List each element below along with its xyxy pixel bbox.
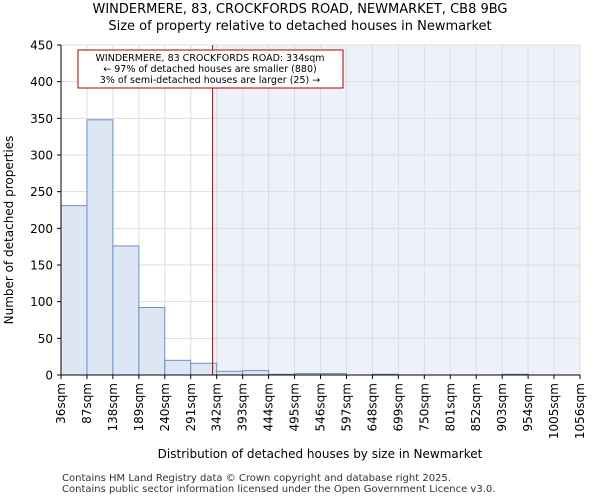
footer-line-1: Contains HM Land Registry data © Crown c… xyxy=(62,473,451,484)
x-ticks: 36sqm 87sqm 138sqm 189sqm 240sqm 291sqm 342sqm… xyxy=(54,375,587,439)
x-tick-label: 1005sqm xyxy=(547,383,561,439)
x-tick-label: 750sqm xyxy=(417,383,431,431)
x-tick-label: 87sqm xyxy=(80,383,94,424)
x-tick-label: 954sqm xyxy=(521,383,535,431)
x-tick-label: 852sqm xyxy=(469,383,483,431)
y-axis-label: Number of detached properties xyxy=(2,136,16,325)
bar-138sqm xyxy=(112,245,140,376)
bar-87sqm xyxy=(86,119,114,376)
x-tick-label: 36sqm xyxy=(54,383,68,424)
y-tick-label: 200 xyxy=(30,222,53,236)
chart-title: WINDERMERE, 83, CROCKFORDS ROAD, NEWMARK… xyxy=(92,2,508,17)
y-tick-label: 0 xyxy=(45,369,53,383)
x-tick-label: 189sqm xyxy=(132,383,146,431)
footer-line-2: Contains public sector information licen… xyxy=(62,484,496,495)
y-tick-label: 150 xyxy=(30,259,53,273)
bar-189sqm xyxy=(138,307,166,376)
y-tick-label: 350 xyxy=(30,112,53,126)
x-tick-label: 342sqm xyxy=(210,383,224,431)
y-tick-label: 50 xyxy=(38,332,53,346)
x-axis-label: Distribution of detached houses by size … xyxy=(158,447,483,461)
x-tick-label: 393sqm xyxy=(236,383,250,431)
annotation-line-2: ← 97% of detached houses are smaller (88… xyxy=(103,64,316,75)
x-tick-label: 903sqm xyxy=(495,383,509,431)
x-tick-label: 138sqm xyxy=(106,383,120,431)
bar-36sqm xyxy=(60,205,88,376)
x-tick-label: 444sqm xyxy=(262,383,276,431)
x-tick-label: 801sqm xyxy=(443,383,457,431)
x-tick-label: 495sqm xyxy=(288,383,302,431)
annotation-box: WINDERMERE, 83 CROCKFORDS ROAD: 334sqm ←… xyxy=(77,49,344,89)
bar-342sqm xyxy=(216,370,244,376)
bar-240sqm xyxy=(164,359,192,376)
x-tick-label: 546sqm xyxy=(314,383,328,431)
y-tick-label: 300 xyxy=(30,149,53,163)
highlight-region xyxy=(212,45,581,375)
x-tick-label: 699sqm xyxy=(391,383,405,431)
x-tick-label: 291sqm xyxy=(184,383,198,431)
bars xyxy=(60,119,529,376)
x-tick-label: 240sqm xyxy=(158,383,172,431)
y-tick-label: 250 xyxy=(30,185,53,199)
x-tick-label: 1056sqm xyxy=(573,383,587,439)
y-tick-label: 450 xyxy=(30,39,53,53)
bar-393sqm xyxy=(242,370,270,376)
y-ticks: 0 50 100 150 200 250 300 350 400 450 xyxy=(30,39,61,383)
annotation-line-3: 3% of semi-detached houses are larger (2… xyxy=(100,75,320,86)
chart-subtitle: Size of property relative to detached ho… xyxy=(108,19,492,34)
y-tick-label: 100 xyxy=(30,295,53,309)
y-tick-label: 400 xyxy=(30,75,53,89)
x-tick-label: 648sqm xyxy=(365,383,379,431)
x-tick-label: 597sqm xyxy=(339,383,353,431)
annotation-line-1: WINDERMERE, 83 CROCKFORDS ROAD: 334sqm xyxy=(96,53,325,64)
